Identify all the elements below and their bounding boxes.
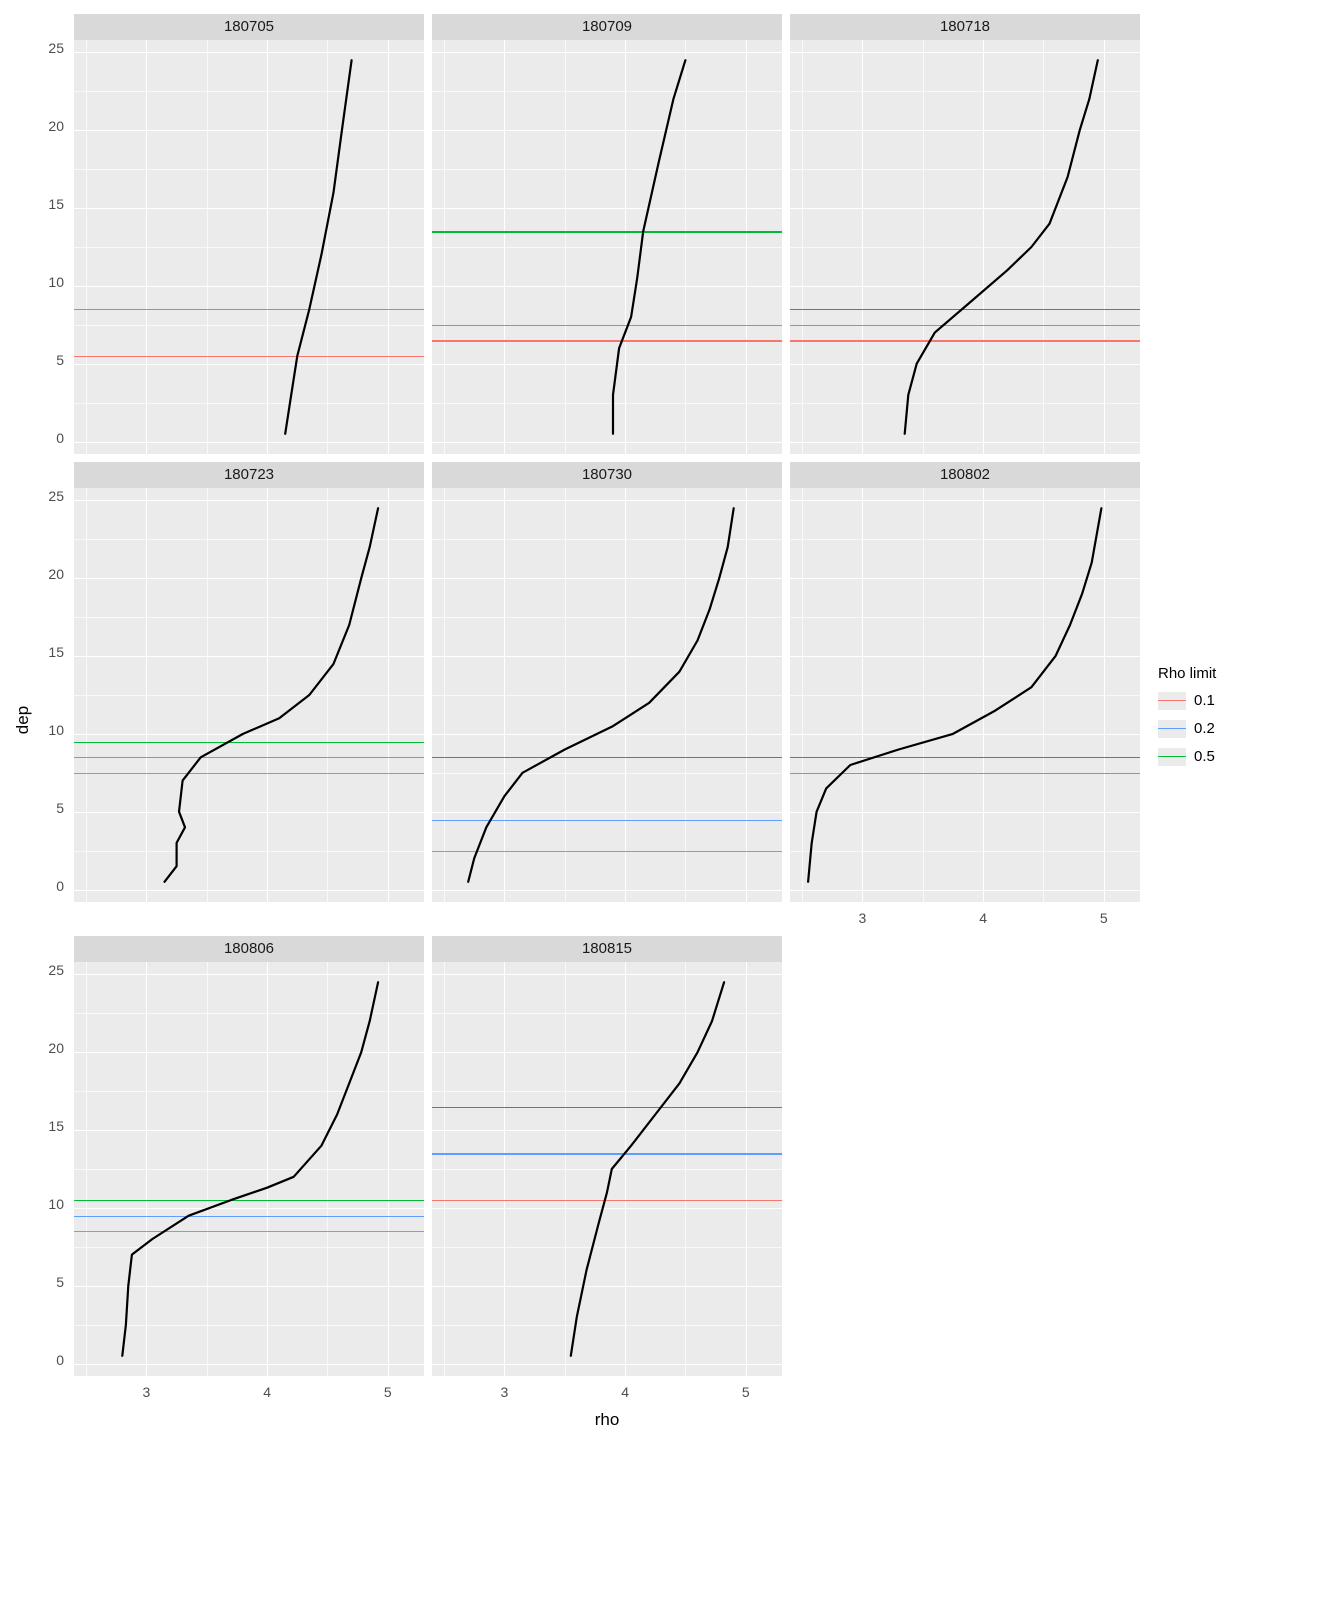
y-tick-label: 25 xyxy=(48,962,64,978)
y-tick-column: 0 5 10 15 20 25 xyxy=(36,932,70,1372)
x-tick-label: 5 xyxy=(1100,910,1108,926)
panel-title: 180709 xyxy=(432,14,782,40)
x-tick-label: 4 xyxy=(979,910,987,926)
panel: 180815 xyxy=(432,936,782,1376)
legend-label: 0.1 xyxy=(1194,692,1215,709)
x-tick-cell: 3 4 5 xyxy=(790,906,1140,930)
panel-row: 0 5 10 15 20 25 180723 180730 180802 xyxy=(36,458,1144,906)
y-tick-column: 0 5 10 15 20 25 xyxy=(36,458,70,898)
legend-label: 0.2 xyxy=(1194,720,1215,737)
profile-curve xyxy=(74,40,424,454)
panel: 180718 xyxy=(790,14,1140,454)
profile-curve xyxy=(432,962,782,1376)
x-tick-cell: 3 4 5 xyxy=(74,1380,424,1404)
panel-row: 0 5 10 15 20 25 180705 180709 180718 xyxy=(36,10,1144,458)
y-tick-label: 0 xyxy=(56,430,64,446)
y-tick-label: 15 xyxy=(48,1118,64,1134)
panel-row: 0 5 10 15 20 25 180806 180815 xyxy=(36,932,1144,1380)
panel-title: 180815 xyxy=(432,936,782,962)
panel-title: 180723 xyxy=(74,462,424,488)
plot-area xyxy=(74,488,424,902)
x-axis-label: rho xyxy=(70,1410,1144,1430)
x-tick-label: 3 xyxy=(143,1384,151,1400)
x-tick-cell xyxy=(790,1380,1140,1404)
legend-items: 0.1 0.2 0.5 xyxy=(1158,692,1216,766)
panel: 180730 xyxy=(432,462,782,902)
figure: dep 051015202518070518070918071805101520… xyxy=(10,10,1334,1430)
y-tick-label: 5 xyxy=(56,1274,64,1290)
legend-entry: 0.1 xyxy=(1158,692,1216,710)
x-tick-row: 3 4 5 3 4 5 xyxy=(36,1380,1144,1406)
legend-title: Rho limit xyxy=(1158,665,1216,682)
panel: 180723 xyxy=(74,462,424,902)
y-tick-label: 20 xyxy=(48,118,64,134)
y-tick-column: 0 5 10 15 20 25 xyxy=(36,10,70,450)
profile-curve xyxy=(74,488,424,902)
y-tick-label: 25 xyxy=(48,488,64,504)
plot-area xyxy=(790,488,1140,902)
y-tick-label: 15 xyxy=(48,196,64,212)
x-tick-cell: 3 4 5 xyxy=(432,1380,782,1404)
panel: 180802 xyxy=(790,462,1140,902)
panel-title: 180802 xyxy=(790,462,1140,488)
panel: 180806 xyxy=(74,936,424,1376)
panel: 180705 xyxy=(74,14,424,454)
plot-area xyxy=(790,40,1140,454)
x-tick-label: 4 xyxy=(263,1384,271,1400)
plot-area xyxy=(432,488,782,902)
profile-curve xyxy=(432,40,782,454)
y-tick-label: 10 xyxy=(48,722,64,738)
profile-curve xyxy=(432,488,782,902)
y-axis-label: dep xyxy=(13,706,33,734)
panels-column: 0 5 10 15 20 25 180705 180709 180718 0 5 10 15 20 25 18… xyxy=(36,10,1144,1430)
profile-curve xyxy=(790,40,1140,454)
x-tick-label: 4 xyxy=(621,1384,629,1400)
x-tick-label: 3 xyxy=(501,1384,509,1400)
y-tick-label: 10 xyxy=(48,274,64,290)
y-tick-label: 20 xyxy=(48,1040,64,1056)
y-tick-label: 0 xyxy=(56,878,64,894)
plot-area xyxy=(432,40,782,454)
x-tick-cell xyxy=(432,906,782,930)
y-tick-label: 5 xyxy=(56,800,64,816)
legend-entry: 0.5 xyxy=(1158,748,1216,766)
x-tick-row: 3 4 5 xyxy=(36,906,1144,932)
panel-title: 180730 xyxy=(432,462,782,488)
legend-swatch xyxy=(1158,692,1186,710)
y-tick-label: 15 xyxy=(48,644,64,660)
x-tick-label: 5 xyxy=(742,1384,750,1400)
panel-title: 180705 xyxy=(74,14,424,40)
profile-curve xyxy=(790,488,1140,902)
x-tick-cell xyxy=(74,906,424,930)
legend-entry: 0.2 xyxy=(1158,720,1216,738)
y-tick-label: 5 xyxy=(56,352,64,368)
legend-swatch xyxy=(1158,720,1186,738)
chart-grid: dep 051015202518070518070918071805101520… xyxy=(10,10,1144,1430)
plot-area xyxy=(74,962,424,1376)
panel-title: 180718 xyxy=(790,14,1140,40)
y-tick-label: 0 xyxy=(56,1352,64,1368)
y-axis-label-column: dep xyxy=(10,710,36,730)
y-tick-label: 10 xyxy=(48,1196,64,1212)
legend-label: 0.5 xyxy=(1194,748,1215,765)
plot-area xyxy=(74,40,424,454)
legend: Rho limit 0.1 0.2 0.5 xyxy=(1158,665,1216,776)
y-tick-label: 25 xyxy=(48,40,64,56)
x-tick-label: 5 xyxy=(384,1384,392,1400)
panel-title: 180806 xyxy=(74,936,424,962)
legend-swatch xyxy=(1158,748,1186,766)
plot-area xyxy=(432,962,782,1376)
panel: 180709 xyxy=(432,14,782,454)
profile-curve xyxy=(74,962,424,1376)
x-tick-label: 3 xyxy=(859,910,867,926)
y-tick-label: 20 xyxy=(48,566,64,582)
